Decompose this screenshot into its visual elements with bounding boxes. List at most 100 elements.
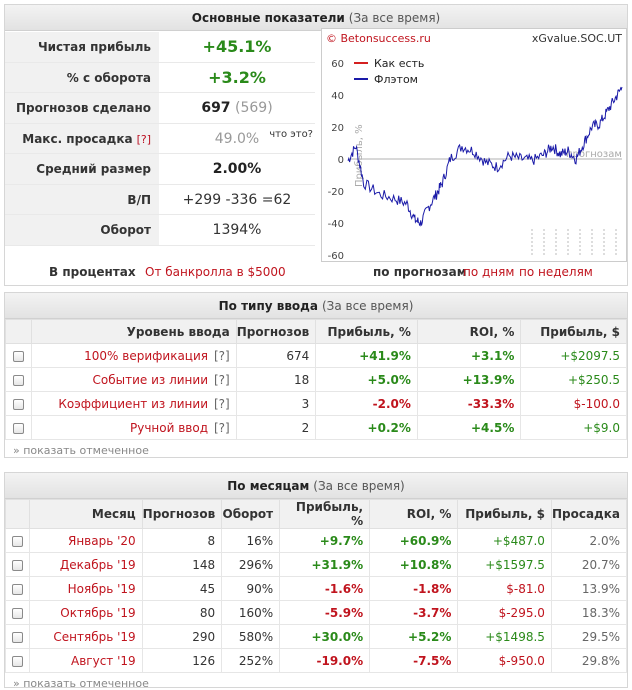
mode-by-week[interactable]: по неделям — [519, 265, 593, 279]
stat-forecasts: Прогнозов сделано 697 (569) — [5, 93, 315, 124]
row-checkbox[interactable] — [12, 655, 24, 667]
help-link[interactable]: [?] — [136, 132, 151, 146]
col-header: Прибыль, % — [279, 499, 371, 529]
forecast-count: 2 — [235, 415, 317, 440]
show-marked-link[interactable]: » показать отмеченное — [13, 677, 149, 690]
forecast-count: 674 — [235, 343, 317, 368]
by-month-title: По месяцам — [227, 479, 310, 493]
profit-pct: -2.0% — [315, 391, 418, 416]
by-input-table: Уровень ввода Прогнозов Прибыль, % ROI, … — [5, 319, 627, 440]
drawdown: 18.3% — [550, 600, 628, 625]
col-header: Просадка — [550, 499, 628, 529]
stat-net-profit: Чистая прибыль +45.1% — [5, 32, 315, 63]
month-name: Сентябрь '19 — [29, 624, 143, 649]
col-header: Прибыль, $ — [520, 319, 627, 344]
row-checkbox[interactable] — [12, 631, 24, 643]
profit-usd: $-100.0 — [520, 391, 627, 416]
help-link[interactable]: [?] — [214, 396, 230, 411]
stat-turnover: Оборот 1394% — [5, 215, 315, 246]
row-checkbox[interactable] — [12, 422, 24, 434]
turnover: 16% — [221, 528, 281, 553]
table-row: Сентябрь '19 290 580% +30.0% +5.2% +$149… — [4, 624, 628, 649]
stat-extra: (569) — [235, 100, 273, 116]
profit-usd: $-81.0 — [457, 576, 552, 601]
row-checkbox[interactable] — [12, 535, 24, 547]
col-header: Прибыль, % — [315, 319, 418, 344]
by-input-period: (За все время) — [321, 299, 414, 313]
y-tick-label: -60 — [328, 251, 344, 261]
drawdown: 29.8% — [550, 648, 628, 673]
row-checkbox[interactable] — [12, 374, 24, 386]
forecast-count: 8 — [141, 528, 223, 553]
roi: +60.9% — [369, 528, 459, 553]
chart-source-right: xGvalue.SOC.UT — [532, 32, 622, 45]
summary-title: Основные показатели — [191, 11, 345, 25]
col-header: Уровень ввода — [30, 319, 237, 344]
legend-label-as-is: Как есть — [374, 57, 424, 70]
col-header: Прогнозов — [235, 319, 317, 344]
forecast-count: 148 — [141, 552, 223, 577]
col-header: Месяц — [29, 499, 143, 529]
stat-label: % с оборота — [5, 62, 159, 92]
in-percent-label: В процентах — [49, 265, 136, 279]
what-is-this-link[interactable]: что это? — [269, 128, 313, 140]
profit-usd: +$1498.5 — [457, 624, 552, 649]
row-checkbox[interactable] — [12, 559, 24, 571]
profit-pct: +30.0% — [279, 624, 371, 649]
stat-value: 1394% — [212, 222, 262, 238]
forecast-count: 126 — [141, 648, 223, 673]
stat-label: Чистая прибыль — [5, 32, 159, 62]
row-checkbox[interactable] — [12, 607, 24, 619]
col-header: Оборот — [221, 499, 281, 529]
mode-by-forecast[interactable]: по прогнозам — [373, 265, 467, 279]
y-tick-label: -20 — [328, 187, 344, 198]
roi: +4.5% — [416, 415, 522, 440]
help-link[interactable]: [?] — [214, 348, 230, 363]
profit-chart-svg: © Betonsuccess.ru xGvalue.SOC.UT 60 40 20 0… — [326, 32, 623, 262]
stat-label: Макс. просадка — [22, 131, 133, 146]
table-row: 100% верификация [?] 674 +41.9% +3.1% +$2… — [5, 343, 627, 368]
summary-header: Основные показатели (За все время) — [5, 5, 627, 31]
by-month-header: По месяцам (За все время) — [5, 473, 627, 499]
roi: -7.5% — [369, 648, 459, 673]
profit-usd: +$250.5 — [520, 367, 627, 392]
turnover: 90% — [221, 576, 281, 601]
forecast-count: 290 — [141, 624, 223, 649]
month-name: Ноябрь '19 — [29, 576, 143, 601]
stat-avg-size: Средний размер 2.00% — [5, 154, 315, 185]
row-checkbox[interactable] — [12, 398, 24, 410]
month-name: Декабрь '19 — [29, 552, 143, 577]
month-name: Август '19 — [29, 648, 143, 673]
profit-pct: +31.9% — [279, 552, 371, 577]
profit-usd: +$487.0 — [457, 528, 552, 553]
roi: +10.8% — [369, 552, 459, 577]
table-row: Ноябрь '19 45 90% -1.6% -1.8% $-81.0 13.… — [4, 576, 628, 601]
chart-x-label: прогнозам — [566, 149, 622, 160]
y-tick-label: 20 — [331, 123, 344, 134]
by-month-table: Месяц Прогнозов Оборот Прибыль, % ROI, %… — [4, 499, 628, 673]
help-link[interactable]: [?] — [214, 372, 230, 387]
stat-label: Оборот — [5, 215, 159, 245]
profit-pct: +41.9% — [315, 343, 418, 368]
table-row: Октябрь '19 80 160% -5.9% -3.7% $-295.0 … — [4, 600, 628, 625]
series-line-flat — [347, 86, 623, 227]
summary-panel: Основные показатели (За все время) Чистая… — [4, 4, 628, 286]
profit-pct: +0.2% — [315, 415, 418, 440]
show-marked-link[interactable]: » показать отмеченное — [13, 444, 149, 457]
row-checkbox[interactable] — [12, 350, 24, 362]
mode-by-day[interactable]: по дням — [463, 265, 515, 279]
stat-win-loss: В/П +299 -336 =62 — [5, 184, 315, 215]
stat-value-wrap: 697 (569) — [159, 93, 315, 123]
by-input-header: По типу ввода (За все время) — [5, 293, 627, 319]
help-link[interactable]: [?] — [214, 420, 230, 435]
row-checkbox[interactable] — [12, 583, 24, 595]
chart-legend: Как есть Флэтом — [348, 51, 438, 89]
legend-label-flat: Флэтом — [374, 73, 418, 86]
stat-value: +45.1% — [202, 37, 272, 56]
stat-max-drawdown: Макс. просадка [?] 49.0% что это? — [5, 123, 315, 154]
from-bankroll-link[interactable]: От банкролла в $5000 — [145, 265, 286, 279]
profit-pct: +9.7% — [279, 528, 371, 553]
y-tick-label: 40 — [331, 91, 344, 102]
table-header-row: Уровень ввода Прогнозов Прибыль, % ROI, … — [5, 319, 627, 344]
drawdown: 2.0% — [550, 528, 628, 553]
